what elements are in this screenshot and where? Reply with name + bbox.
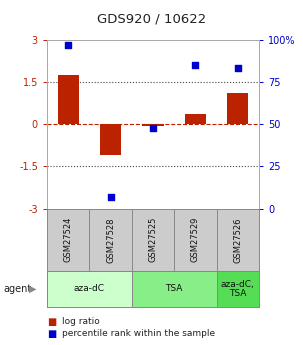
Point	[66, 42, 71, 48]
Text: GSM27528: GSM27528	[106, 217, 115, 263]
Text: GSM27525: GSM27525	[148, 217, 158, 263]
Text: ■: ■	[47, 317, 56, 326]
Point	[193, 62, 198, 68]
Bar	[58, 75, 79, 124]
Bar	[217, 271, 259, 307]
Text: ▶: ▶	[29, 284, 36, 294]
Text: GSM27524: GSM27524	[64, 217, 73, 263]
Bar	[47, 271, 132, 307]
Point	[235, 66, 240, 71]
Text: aza-dC,
TSA: aza-dC, TSA	[221, 279, 255, 298]
Text: GSM27526: GSM27526	[233, 217, 242, 263]
Point	[108, 194, 113, 200]
Bar	[185, 114, 206, 124]
Text: ■: ■	[47, 329, 56, 339]
Text: GDS920 / 10622: GDS920 / 10622	[97, 12, 206, 25]
Text: log ratio: log ratio	[62, 317, 100, 326]
Bar	[132, 271, 217, 307]
Bar	[227, 93, 248, 124]
Text: aza-dC: aza-dC	[74, 284, 105, 294]
Text: TSA: TSA	[165, 284, 183, 294]
Text: percentile rank within the sample: percentile rank within the sample	[62, 329, 215, 338]
Text: agent: agent	[3, 284, 31, 294]
Text: GSM27529: GSM27529	[191, 217, 200, 263]
Bar	[142, 124, 164, 126]
Point	[151, 125, 155, 130]
Bar	[100, 124, 121, 155]
